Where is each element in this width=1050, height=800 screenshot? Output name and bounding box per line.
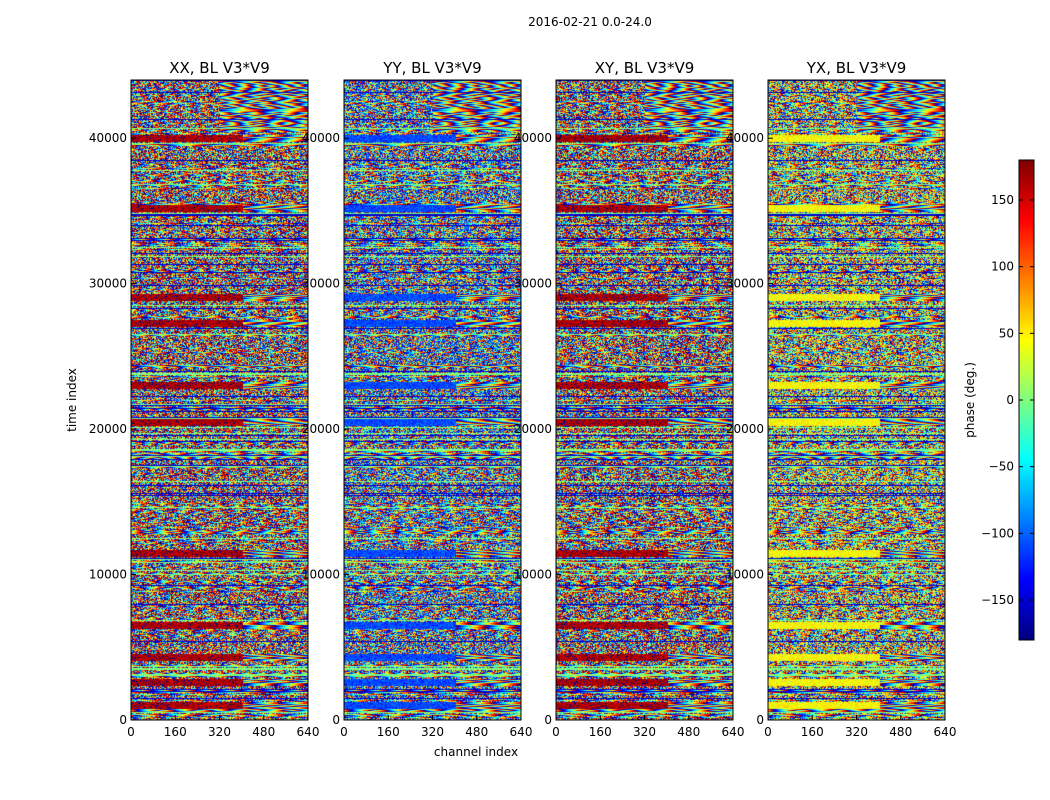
- panels-layer: XX, BL V3*V9 0 160 320 480 640 0 10000 20000 3000…: [89, 59, 957, 739]
- colorbar-tick-label: 100: [991, 260, 1014, 274]
- x-tick-label: 320: [845, 725, 868, 739]
- y-tick-label: 10000: [514, 568, 552, 582]
- panel-2: YY, BL V3*V9 0 160 320 480 640 0 10000 20000 3000…: [302, 59, 533, 739]
- x-tick-label: 160: [801, 725, 824, 739]
- y-tick-label: 30000: [726, 277, 764, 291]
- y-tick-label: 0: [119, 713, 127, 727]
- x-tick-label: 160: [589, 725, 612, 739]
- colorbar-tick-label: −100: [981, 526, 1014, 540]
- x-tick-label: 480: [677, 725, 700, 739]
- y-tick-label: 40000: [302, 131, 340, 145]
- colorbar-tick-label: −50: [989, 460, 1014, 474]
- y-axis-label: time index: [65, 368, 79, 432]
- panel-title-1: XX, BL V3*V9: [169, 59, 270, 77]
- panel-4: YX, BL V3*V9 0 160 320 480 640 0 10000 20000 3000…: [726, 59, 957, 739]
- y-tick-label: 40000: [514, 131, 552, 145]
- x-tick-label: 0: [340, 725, 348, 739]
- y-tick-label: 40000: [726, 131, 764, 145]
- panel-1: XX, BL V3*V9 0 160 320 480 640 0 10000 20000 3000…: [89, 59, 320, 739]
- phase-heatmap-2: [344, 80, 521, 720]
- panel-title-4: YX, BL V3*V9: [806, 59, 907, 77]
- y-tick-label: 30000: [514, 277, 552, 291]
- x-tick-label: 320: [421, 725, 444, 739]
- panel-title-3: XY, BL V3*V9: [595, 59, 695, 77]
- x-tick-label: 480: [889, 725, 912, 739]
- y-tick-label: 0: [756, 713, 764, 727]
- x-tick-label: 0: [127, 725, 135, 739]
- x-tick-label: 160: [377, 725, 400, 739]
- x-tick-label: 640: [297, 725, 320, 739]
- y-tick-label: 30000: [89, 277, 127, 291]
- y-tick-label: 30000: [302, 277, 340, 291]
- x-tick-label: 320: [208, 725, 231, 739]
- x-tick-label: 320: [633, 725, 656, 739]
- y-tick-label: 40000: [89, 131, 127, 145]
- phase-heatmap-1: [131, 80, 308, 720]
- colorbar-tick-label: 50: [999, 326, 1014, 340]
- y-tick-label: 0: [332, 713, 340, 727]
- x-tick-label: 480: [252, 725, 275, 739]
- colorbar: 150 100 50 0 −50 −100 −150 phase (deg.): [963, 159, 1035, 641]
- x-tick-label: 0: [764, 725, 772, 739]
- y-tick-label: 10000: [89, 568, 127, 582]
- x-tick-label: 640: [934, 725, 957, 739]
- x-tick-label: 480: [465, 725, 488, 739]
- x-tick-label: 160: [164, 725, 187, 739]
- colorbar-tick-label: 0: [1006, 393, 1014, 407]
- y-tick-label: 20000: [302, 422, 340, 436]
- panel-title-2: YY, BL V3*V9: [382, 59, 481, 77]
- colorbar-label: phase (deg.): [963, 362, 977, 438]
- y-tick-label: 10000: [726, 568, 764, 582]
- colorbar-tick-label: −150: [981, 593, 1014, 607]
- x-tick-label: 640: [510, 725, 533, 739]
- y-tick-label: 20000: [726, 422, 764, 436]
- panel-3: XY, BL V3*V9 0 160 320 480 640 0 10000 20000 3000…: [514, 59, 745, 739]
- figure-suptitle: 2016-02-21 0.0-24.0: [528, 15, 652, 29]
- x-tick-label: 640: [722, 725, 745, 739]
- colorbar-ticks: 150 100 50 0 −50 −100 −150: [981, 193, 1034, 607]
- phase-heatmap-4: [768, 80, 945, 720]
- colorbar-gradient: [1019, 160, 1034, 640]
- x-tick-label: 0: [552, 725, 560, 739]
- y-tick-label: 20000: [89, 422, 127, 436]
- phase-heatmap-3: [556, 80, 733, 720]
- y-tick-label: 10000: [302, 568, 340, 582]
- y-tick-label: 20000: [514, 422, 552, 436]
- x-axis-label: channel index: [434, 745, 518, 759]
- y-tick-label: 0: [544, 713, 552, 727]
- colorbar-tick-label: 150: [991, 193, 1014, 207]
